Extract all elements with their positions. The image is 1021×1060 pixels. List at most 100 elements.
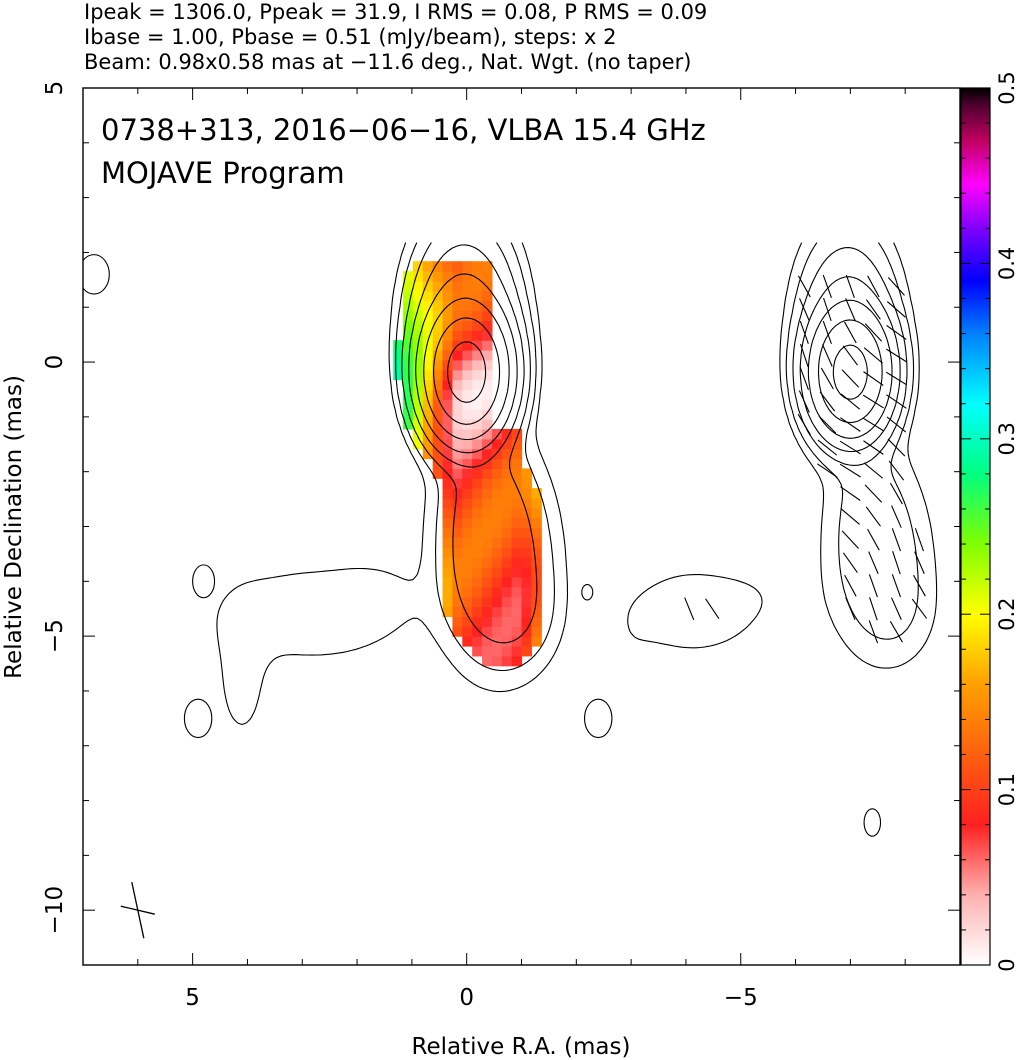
evpa-tick	[799, 366, 809, 391]
colormap-pixel	[491, 428, 503, 440]
colormap-pixel	[472, 419, 483, 430]
colormap-pixel	[482, 280, 493, 292]
colormap-pixel	[452, 379, 463, 391]
colormap-pixel	[472, 448, 483, 460]
colormap-pixel	[462, 409, 473, 420]
colormap-pixel	[521, 576, 532, 588]
evpa-tick	[911, 598, 928, 619]
y-tick-label: 5	[42, 81, 68, 96]
evpa-tick	[820, 367, 834, 390]
colormap-pixel	[511, 448, 523, 460]
colormap-pixel	[511, 527, 523, 539]
colormap-pixel	[452, 557, 463, 568]
colormap-pixel	[432, 300, 444, 312]
colormap-pixel	[432, 290, 444, 302]
chart-subtitle: MOJAVE Program	[101, 156, 345, 190]
colormap-pixel	[403, 389, 414, 400]
evpa-tick	[863, 347, 883, 364]
colormap-pixel	[521, 517, 532, 529]
x-axis-label: Relative R.A. (mas)	[412, 1034, 631, 1060]
evpa-tick	[822, 274, 832, 298]
evpa-tick	[868, 551, 879, 574]
colormap-pixel	[442, 517, 454, 529]
colormap-pixel	[442, 458, 454, 469]
evpa-tick	[705, 598, 720, 620]
colormap-pixel	[472, 330, 483, 341]
colormap-pixel	[452, 399, 463, 410]
colormap-pixel	[482, 369, 493, 381]
evpa-tick	[889, 482, 903, 505]
colormap-pixel	[432, 310, 444, 322]
colormap-pixel	[462, 547, 473, 558]
colormap-pixel	[412, 359, 424, 371]
colormap-pixel	[452, 567, 463, 578]
colormap-pixel	[472, 557, 483, 568]
colormap-pixel	[452, 330, 463, 341]
colormap-pixel	[531, 596, 542, 608]
chart-title: 0738+313, 2016−06−16, VLBA 15.4 GHz	[101, 113, 706, 147]
colormap-pixel	[462, 438, 473, 450]
colormap-pixel	[491, 616, 503, 627]
header-beam-line: Beam: 0.98x0.58 mas at −11.6 deg., Nat. …	[84, 50, 692, 74]
colormap-pixel	[442, 399, 454, 410]
colormap-pixel	[442, 527, 454, 539]
evpa-tick	[885, 348, 907, 363]
colormap-pixel	[462, 300, 473, 312]
colormap-pixel	[432, 369, 444, 381]
colormap-pixel	[452, 350, 463, 361]
evpa-tick	[840, 486, 861, 501]
colormap-pixel	[482, 537, 493, 548]
colormap-pixel	[482, 517, 493, 529]
colormap-pixel	[472, 596, 483, 608]
colormap-pixel	[403, 330, 414, 341]
colormap-pixel	[442, 340, 454, 351]
colormap-pixel	[462, 399, 473, 410]
colormap-pixel	[531, 606, 542, 617]
colormap-pixel	[442, 448, 454, 460]
colormap-pixel	[521, 468, 532, 479]
colormap-pixel	[501, 616, 513, 627]
colormap-pixel	[491, 517, 503, 529]
intensity-contour-2	[395, 242, 555, 672]
colormap-pixel	[452, 606, 463, 617]
y-tick-label: −10	[42, 886, 68, 935]
colormap-pixel	[472, 478, 483, 489]
colormap-pixel	[531, 527, 542, 539]
colormap-pixel	[472, 636, 483, 647]
colormap-pixel	[491, 655, 503, 667]
colormap-pixel	[452, 616, 463, 627]
evpa-tick	[887, 438, 906, 457]
colormap-pixel	[472, 409, 483, 420]
colormap-pixel	[501, 576, 513, 588]
colormap-pixel	[501, 468, 513, 479]
evpa-tick	[891, 505, 902, 528]
colormap-pixel	[531, 537, 542, 548]
colormap-pixel	[482, 300, 493, 312]
colormap-pixel	[472, 399, 483, 410]
colormap-pixel	[422, 448, 434, 460]
colormap-pixel	[501, 448, 513, 460]
colormap-pixel	[501, 438, 513, 450]
colormap-pixel	[482, 271, 493, 282]
colormap-pixel	[462, 428, 473, 440]
colormap-pixel	[511, 507, 523, 519]
colormap-pixel	[452, 290, 463, 302]
colorbar-tick-label: 0.5	[995, 71, 1019, 104]
colormap-pixel	[491, 537, 503, 548]
colormap-pixel	[511, 596, 523, 608]
colormap-pixel	[472, 271, 483, 282]
colormap-pixel	[403, 419, 414, 430]
colormap-pixel	[442, 261, 454, 272]
evpa-tick	[885, 371, 907, 386]
colormap-pixel	[422, 369, 434, 381]
colormap-pixel	[442, 310, 454, 322]
colormap-pixel	[482, 616, 493, 627]
colormap-pixel	[491, 576, 503, 588]
colormap-pixel	[482, 567, 493, 578]
evpa-tick	[863, 462, 884, 479]
colormap-pixel	[491, 507, 503, 519]
colormap-pixel	[472, 576, 483, 588]
noise-contour	[183, 698, 213, 739]
colormap-pixel	[521, 557, 532, 568]
